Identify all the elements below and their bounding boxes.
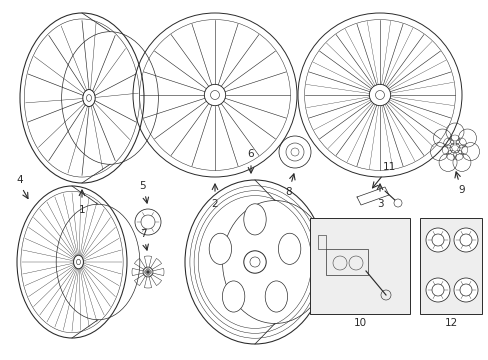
Polygon shape: [356, 187, 388, 205]
Ellipse shape: [209, 233, 231, 264]
Bar: [317, 235, 325, 249]
Text: 9: 9: [458, 185, 465, 195]
Circle shape: [393, 199, 401, 207]
Text: 10: 10: [353, 318, 366, 328]
Text: 11: 11: [382, 162, 395, 172]
Text: 1: 1: [79, 205, 85, 215]
Bar: [325, 249, 367, 275]
Text: 2: 2: [211, 199, 218, 209]
Ellipse shape: [244, 204, 265, 235]
Text: 6: 6: [247, 149, 254, 159]
Circle shape: [453, 278, 477, 302]
Text: 3: 3: [376, 199, 383, 209]
Circle shape: [425, 228, 449, 252]
FancyBboxPatch shape: [309, 218, 409, 314]
Text: 7: 7: [140, 229, 146, 239]
Text: 5: 5: [140, 181, 146, 191]
Text: 4: 4: [17, 175, 23, 185]
Text: 12: 12: [444, 318, 457, 328]
Ellipse shape: [222, 281, 244, 312]
Text: 8: 8: [285, 187, 292, 197]
Circle shape: [425, 278, 449, 302]
Ellipse shape: [278, 233, 300, 264]
Ellipse shape: [264, 281, 287, 312]
Circle shape: [453, 228, 477, 252]
FancyBboxPatch shape: [419, 218, 481, 314]
